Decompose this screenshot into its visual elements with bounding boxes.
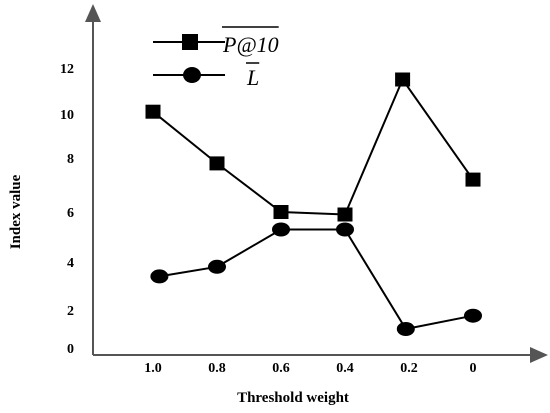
x-tick-label: 0.4 <box>336 361 354 376</box>
data-point-circle <box>272 222 290 237</box>
x-axis-arrow <box>530 347 548 363</box>
x-tick-label: 1.0 <box>144 361 162 376</box>
y-tick-label: 8 <box>67 152 74 167</box>
y-tick-label: 12 <box>60 62 74 77</box>
x-tick-label: 0.2 <box>400 361 418 376</box>
x-tick-label: 0 <box>470 361 477 376</box>
y-tick-label: 0 <box>67 342 74 357</box>
legend-label-l: L <box>246 65 259 90</box>
y-tick-label: 4 <box>67 256 74 271</box>
data-point-square <box>273 205 289 219</box>
legend-label-p10: P@10 <box>222 32 279 57</box>
series-line-p10 <box>152 77 474 216</box>
data-point-square <box>209 156 225 171</box>
x-tick-label: 0.8 <box>208 361 226 376</box>
data-point-square <box>145 104 161 119</box>
x-axis-title: Threshold weight <box>237 390 349 406</box>
data-point-square <box>465 172 481 187</box>
y-tick-label: 2 <box>67 304 74 319</box>
y-tick-label: 10 <box>60 108 74 123</box>
data-point-square <box>337 207 353 222</box>
data-point-circle <box>336 222 354 237</box>
y-axis-arrow <box>85 4 101 22</box>
data-point-square <box>395 72 411 87</box>
legend: P@10 L <box>153 26 279 90</box>
y-axis-title: Index value <box>8 174 24 249</box>
y-tick-label: 6 <box>67 206 74 221</box>
data-point-circle <box>464 308 482 323</box>
legend-marker-circle <box>183 67 201 83</box>
series-line-l <box>159 228 474 331</box>
data-point-circle <box>208 259 226 274</box>
axes <box>85 4 548 363</box>
x-tick-label: 0.6 <box>272 361 290 376</box>
legend-marker-square <box>182 34 198 50</box>
data-point-circle <box>150 269 169 284</box>
tick-labels: 1.0 0.8 0.6 0.4 0.2 0 0 2 4 6 8 10 12 <box>60 62 477 376</box>
data-point-circle <box>396 322 415 336</box>
series <box>145 72 482 336</box>
